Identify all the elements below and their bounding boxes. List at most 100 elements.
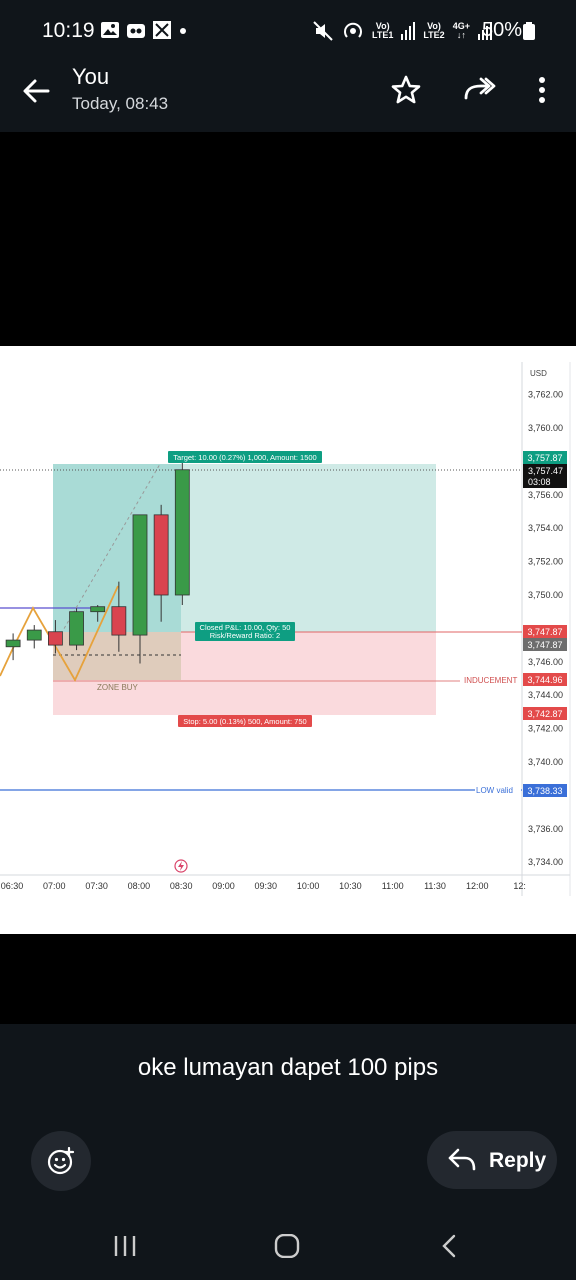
svg-text:3,738.33: 3,738.33 — [527, 786, 562, 796]
x-tick-label: 07:00 — [43, 881, 66, 891]
y-tick-label: 3,734.00 — [528, 857, 563, 867]
reply-arrow-icon — [448, 1148, 476, 1171]
price-tag-entry-gray: 3,747.87 — [523, 638, 567, 651]
y-tick-label: 3,754.00 — [528, 523, 563, 533]
x-tick-label: 08:30 — [170, 881, 193, 891]
forward-icon[interactable] — [461, 72, 497, 108]
y-tick-label: 3,742.00 — [528, 724, 563, 734]
y-tick-label: 3,750.00 — [528, 590, 563, 600]
x-tick-label: 09:30 — [255, 881, 278, 891]
x-tick-label: 06:30 — [1, 881, 24, 891]
y-tick-label: 3,756.00 — [528, 490, 563, 500]
svg-text:3,742.87: 3,742.87 — [527, 709, 562, 719]
dot-icon — [180, 28, 186, 34]
target-label: Target: 10.00 (0.27%) 1,000, Amount: 150… — [168, 451, 322, 463]
sender-name: You — [72, 64, 110, 89]
inducement-label: INDUCEMENT — [464, 676, 517, 685]
y-tick-label: 3,752.00 — [528, 557, 563, 567]
back-arrow-icon[interactable] — [18, 72, 56, 110]
closed-pnl-label: Closed P&L: 10.00, Qty: 50 Risk/Reward R… — [195, 622, 295, 641]
y-tick-label: 3,736.00 — [528, 824, 563, 834]
candle — [69, 608, 84, 651]
y-tick-label: 3,762.00 — [528, 390, 563, 400]
signal-1-icon — [401, 22, 416, 40]
svg-text:03:08: 03:08 — [528, 477, 551, 487]
message-date: Today, 08:43 — [72, 94, 169, 113]
lightning-icon — [174, 859, 188, 873]
candle — [48, 620, 63, 654]
notification-icons — [100, 20, 188, 40]
low-valid-label: LOW valid — [476, 786, 513, 795]
svg-text:3,747.87: 3,747.87 — [527, 627, 562, 637]
chart-screenshot[interactable]: 3,762.00 3,760.00 3,756.00 3,754.00 3,752.00… — [0, 346, 576, 934]
price-tag-low-valid: 3,738.33 — [523, 784, 567, 797]
reply-button[interactable]: Reply — [427, 1131, 557, 1189]
candle — [26, 625, 42, 649]
status-bar: 10:19 Vo) LTE1 Vo) LTE2 4G+ ↓↑ 50% — [0, 0, 576, 62]
price-tag-entry: 3,747.87 — [523, 625, 567, 638]
y-tick-label: 3,740.00 — [528, 757, 563, 767]
system-nav-bar — [0, 1210, 576, 1280]
app-grid-icon — [153, 21, 171, 39]
candlestick-chart: 3,762.00 3,760.00 3,756.00 3,754.00 3,752.00… — [0, 346, 576, 934]
svg-text:Stop: 5.00 (0.13%) 500, Amount: Stop: 5.00 (0.13%) 500, Amount: 750 — [183, 717, 306, 726]
svg-text:Closed P&L: 10.00, Qty: 50: Closed P&L: 10.00, Qty: 50 — [200, 623, 291, 632]
candle — [132, 514, 148, 664]
network-2: Vo) LTE2 — [423, 21, 445, 40]
price-tag-inducement: 3,744.96 — [523, 673, 567, 686]
x-tick-label: 11:00 — [382, 881, 404, 891]
react-emoji-button[interactable] — [31, 1131, 91, 1191]
x-tick-label: 10:30 — [339, 881, 362, 891]
y-tick-label: 3,746.00 — [528, 657, 563, 667]
viewer-header: You Today, 08:43 — [0, 62, 576, 132]
x-tick-label: 12:00 — [466, 881, 489, 891]
battery-icon — [523, 22, 535, 40]
zone-buy-label: ZONE BUY — [97, 683, 139, 692]
price-tag-target: 3,757.87 — [523, 451, 567, 464]
svg-text:Target: 10.00 (0.27%) 1,000, A: Target: 10.00 (0.27%) 1,000, Amount: 150… — [173, 453, 316, 462]
svg-text:Risk/Reward Ratio: 2: Risk/Reward Ratio: 2 — [210, 631, 280, 640]
svg-text:3,757.87: 3,757.87 — [527, 453, 562, 463]
reply-label: Reply — [489, 1149, 547, 1172]
price-tag-current: 3,757.47 03:08 — [523, 464, 567, 488]
mute-icon — [313, 21, 333, 41]
status-time: 10:19 — [42, 19, 95, 42]
battery-percent: 50% — [482, 19, 523, 41]
candle — [174, 456, 190, 606]
y-tick-label: 3,744.00 — [528, 690, 563, 700]
system-icons: Vo) LTE1 Vo) LTE2 4G+ ↓↑ — [312, 20, 492, 42]
x-tick-label: 12: — [513, 881, 526, 891]
stop-label: Stop: 5.00 (0.13%) 500, Amount: 750 — [178, 715, 312, 727]
recent-apps-icon[interactable] — [112, 1234, 138, 1258]
currency-label: USD — [530, 369, 547, 378]
image-caption: oke lumayan dapet 100 pips — [137, 1054, 439, 1081]
price-tag-stop: 3,742.87 — [523, 707, 567, 720]
y-tick-label: 3,760.00 — [528, 423, 563, 433]
home-icon[interactable] — [274, 1234, 300, 1258]
swing-line — [0, 585, 119, 682]
svg-text:3,747.87: 3,747.87 — [527, 640, 562, 650]
candle — [90, 605, 106, 622]
x-tick-label: 09:00 — [212, 881, 235, 891]
network-1: Vo) LTE1 — [372, 21, 394, 40]
action-bar: Reply — [0, 1128, 576, 1210]
x-tick-label: 08:00 — [128, 881, 151, 891]
emoji-add-icon — [47, 1147, 75, 1175]
hotspot-icon — [344, 22, 362, 38]
back-nav-icon[interactable] — [438, 1234, 460, 1258]
candle — [111, 581, 127, 652]
candle — [5, 633, 21, 661]
gallery-icon — [101, 22, 119, 38]
x-tick-label: 10:00 — [297, 881, 320, 891]
signal-2-icon — [477, 22, 492, 40]
network-type: 4G+ ↓↑ — [452, 21, 470, 40]
caption-area: oke lumayan dapet 100 pips — [0, 1024, 576, 1128]
star-icon[interactable] — [388, 72, 424, 108]
x-tick-label: 07:30 — [85, 881, 108, 891]
svg-text:3,757.47: 3,757.47 — [528, 466, 563, 476]
x-tick-label: 11:30 — [424, 881, 446, 891]
svg-text:3,744.96: 3,744.96 — [527, 675, 562, 685]
candle — [153, 504, 169, 622]
more-options-icon[interactable] — [524, 72, 560, 108]
bot-icon — [127, 24, 145, 38]
